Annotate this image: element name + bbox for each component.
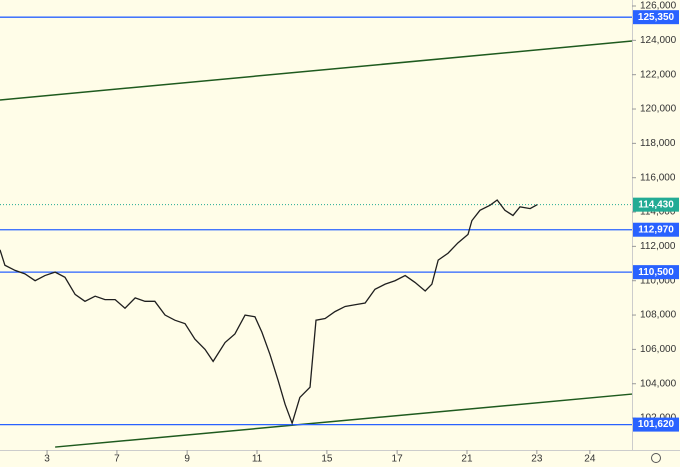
x-tick-label: 3: [44, 454, 50, 465]
y-tick-label: 106,000: [640, 344, 677, 355]
x-tick-label: 24: [584, 454, 596, 465]
y-tick-label: 108,000: [640, 310, 677, 321]
price-badge-label: 110,500: [638, 267, 674, 278]
y-tick-label: 124,000: [640, 35, 677, 46]
trend-line: [55, 393, 633, 448]
x-tick-label: 21: [461, 454, 473, 465]
price-line: [0, 199, 538, 426]
trend-line: [0, 40, 633, 101]
y-tick-label: 122,000: [640, 69, 677, 80]
price-badge: [633, 222, 679, 237]
settings-icon[interactable]: [651, 453, 661, 463]
price-badge: [633, 10, 679, 25]
y-tick-label: 120,000: [640, 104, 677, 115]
x-tick-label: 23: [531, 454, 543, 465]
x-tick-label: 7: [114, 454, 120, 465]
y-tick-label: 118,000: [640, 138, 676, 149]
price-badge-label: 101,620: [638, 419, 675, 430]
y-tick-label: 114,000: [640, 207, 676, 218]
price-badge-label: 114,430: [638, 199, 674, 210]
price-badge: [633, 265, 679, 280]
x-tick-label: 17: [392, 454, 404, 465]
x-tick-label: 11: [252, 454, 263, 465]
x-tick-label: 9: [184, 454, 190, 465]
x-tick-label: 15: [321, 454, 333, 465]
y-tick-label: 110,000: [640, 275, 676, 286]
price-badge: [633, 417, 679, 432]
price-badge-label: 125,350: [638, 12, 675, 23]
y-tick-label: 112,000: [640, 241, 676, 252]
y-tick-label: 126,000: [640, 1, 677, 12]
y-tick-label: 104,000: [640, 378, 677, 389]
y-tick-label: 116,000: [640, 172, 676, 183]
price-badge: [633, 197, 679, 212]
price-badge-label: 112,970: [638, 224, 674, 235]
